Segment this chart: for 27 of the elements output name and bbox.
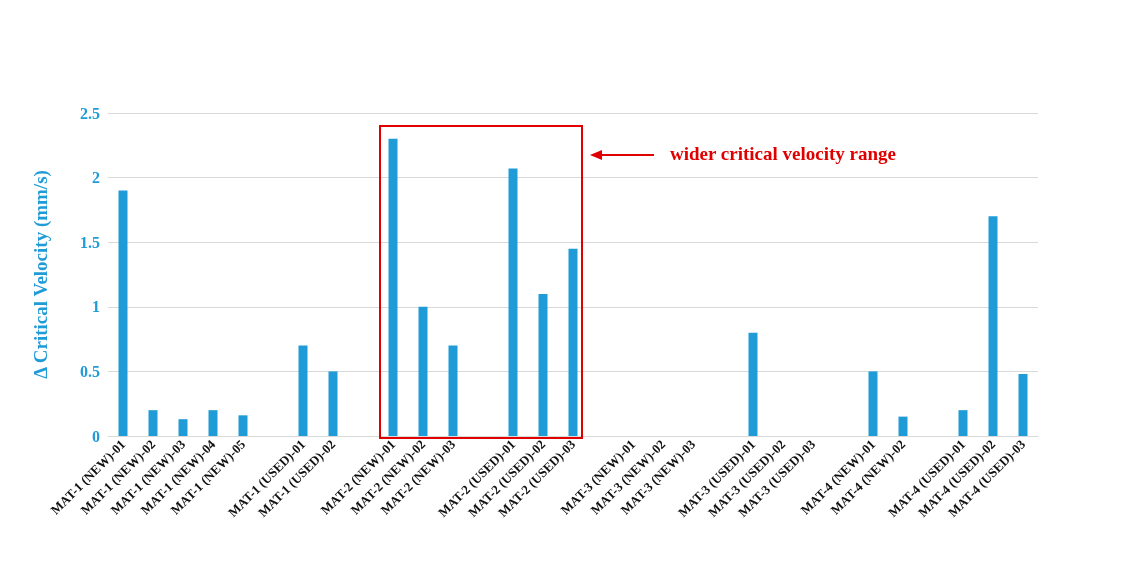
annotation: wider critical velocity range [670,143,896,165]
bar [988,216,998,436]
y-tick-label: 2 [92,169,100,187]
bar [958,410,968,436]
bar [178,419,188,436]
y-tick-label: 0 [92,427,100,445]
bar [298,345,308,436]
bar [748,332,758,436]
bar [148,410,158,436]
bar [868,371,878,436]
bar [538,293,548,436]
bar [328,371,338,436]
bar [418,306,428,436]
bar [1018,373,1028,436]
bar [568,248,578,436]
y-tick-label: 1.5 [80,233,100,251]
bar [508,168,518,436]
bar [388,138,398,436]
bar [118,190,128,436]
bar [448,345,458,436]
bar [898,416,908,436]
y-tick-label: 2.5 [80,104,100,122]
bar [238,415,248,436]
bar [208,410,218,436]
y-axis-title: Δ Critical Velocity (mm/s) [30,170,52,379]
y-tick-label: 0.5 [80,362,100,380]
y-tick-label: 1 [92,298,100,316]
